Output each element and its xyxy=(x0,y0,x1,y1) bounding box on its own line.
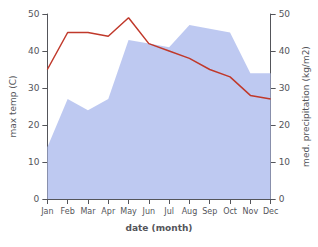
svg-text:Apr: Apr xyxy=(101,207,116,216)
svg-text:date (month): date (month) xyxy=(126,223,193,233)
svg-text:20: 20 xyxy=(279,120,291,130)
svg-text:20: 20 xyxy=(28,120,40,130)
svg-text:med. precipitation (kg/m2): med. precipitation (kg/m2) xyxy=(301,46,311,167)
svg-text:0: 0 xyxy=(34,194,40,204)
svg-text:40: 40 xyxy=(279,46,291,56)
svg-text:50: 50 xyxy=(28,9,40,19)
svg-text:May: May xyxy=(120,207,137,216)
svg-text:Oct: Oct xyxy=(223,207,237,216)
svg-text:Dec: Dec xyxy=(263,207,278,216)
svg-text:40: 40 xyxy=(28,46,40,56)
svg-text:0: 0 xyxy=(279,194,285,204)
svg-text:10: 10 xyxy=(279,157,291,167)
svg-text:Nov: Nov xyxy=(243,207,259,216)
svg-text:Mar: Mar xyxy=(80,207,96,216)
svg-text:Aug: Aug xyxy=(182,207,198,216)
svg-text:30: 30 xyxy=(28,83,40,93)
svg-text:Jun: Jun xyxy=(142,207,156,216)
svg-text:10: 10 xyxy=(28,157,40,167)
svg-text:Feb: Feb xyxy=(61,207,75,216)
svg-text:Jul: Jul xyxy=(163,207,174,216)
svg-text:Sep: Sep xyxy=(202,207,217,216)
svg-text:50: 50 xyxy=(279,9,291,19)
svg-text:Jan: Jan xyxy=(40,207,53,216)
svg-text:max temp (C): max temp (C) xyxy=(8,75,18,137)
svg-text:30: 30 xyxy=(279,83,291,93)
